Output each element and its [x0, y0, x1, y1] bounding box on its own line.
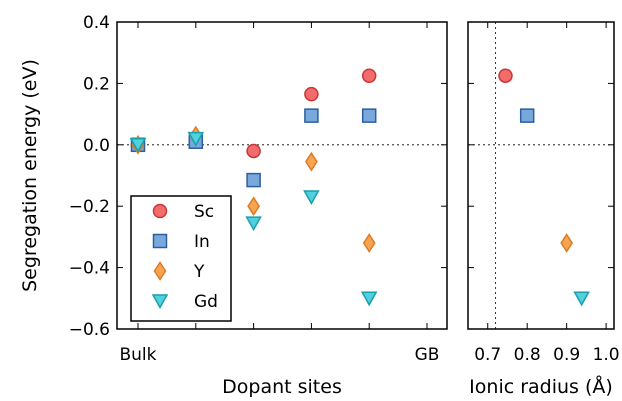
data-point-gd [573, 291, 590, 307]
series-sc-radius [498, 68, 513, 83]
data-point-gd [187, 131, 205, 147]
data-point-in [519, 108, 535, 123]
data-point-gd [129, 138, 147, 153]
legend-label-sc: Sc [194, 202, 214, 222]
legend-label-y: Y [193, 262, 205, 282]
data-point-gd [360, 291, 378, 307]
y-tick-label: 0.2 [83, 74, 110, 94]
y-tick-label: −0.6 [69, 320, 110, 340]
x-axis-label: Dopant sites [222, 376, 342, 398]
legend-label-in: In [194, 232, 210, 252]
data-point-sc [361, 68, 377, 83]
y-axis-label: Segregation energy (eV) [19, 59, 41, 292]
legend-label-gd: Gd [194, 292, 218, 312]
legend-box [130, 195, 232, 322]
data-point-gd [303, 190, 320, 206]
data-point-sc [304, 86, 319, 102]
data-point-y [560, 233, 574, 253]
legend: Sc In Y Gd [130, 195, 232, 322]
legend-marker-sc [152, 203, 168, 219]
series-y-radius [560, 233, 574, 253]
data-point-sc [498, 68, 513, 83]
series-sc [130, 68, 377, 159]
legend-marker-y [153, 261, 167, 281]
series-gd [129, 131, 378, 307]
x-tick-label: 0.9 [553, 345, 580, 365]
data-point-in [246, 172, 261, 188]
x-tick-label: 0.7 [474, 345, 501, 365]
data-point-y [247, 196, 260, 217]
left-plot-frame [116, 21, 448, 330]
data-point-in [361, 108, 377, 123]
x-tick-label-gb: GB [415, 345, 440, 365]
x-tick-label-bulk: Bulk [119, 345, 156, 365]
data-point-y [305, 151, 318, 172]
ionic-radius-panel: 0.7 0.8 0.9 1.0 Ionic radius (Å) [467, 21, 620, 398]
series-in-radius [519, 108, 535, 123]
right-plot-frame [467, 21, 615, 330]
dopant-sites-panel: −0.6 −0.4 −0.2 0.0 0.2 0.4 Bulk GB Dopant sites S… [19, 13, 448, 398]
y-tick-label: −0.2 [69, 197, 110, 217]
y-tick-label: 0.0 [83, 136, 110, 156]
series-gd-radius [573, 291, 590, 307]
data-point-gd [245, 216, 262, 232]
x-tick-label: 0.8 [514, 345, 541, 365]
legend-marker-in [152, 233, 168, 249]
data-point-sc [246, 143, 261, 159]
data-point-in [304, 108, 319, 123]
x-tick-label: 1.0 [593, 345, 620, 365]
data-point-y [362, 233, 376, 253]
legend-marker-gd [151, 294, 169, 310]
y-tick-label: 0.4 [83, 13, 110, 33]
x-axis-label-right: Ionic radius (Å) [469, 375, 613, 398]
y-tick-label: −0.4 [69, 259, 110, 279]
